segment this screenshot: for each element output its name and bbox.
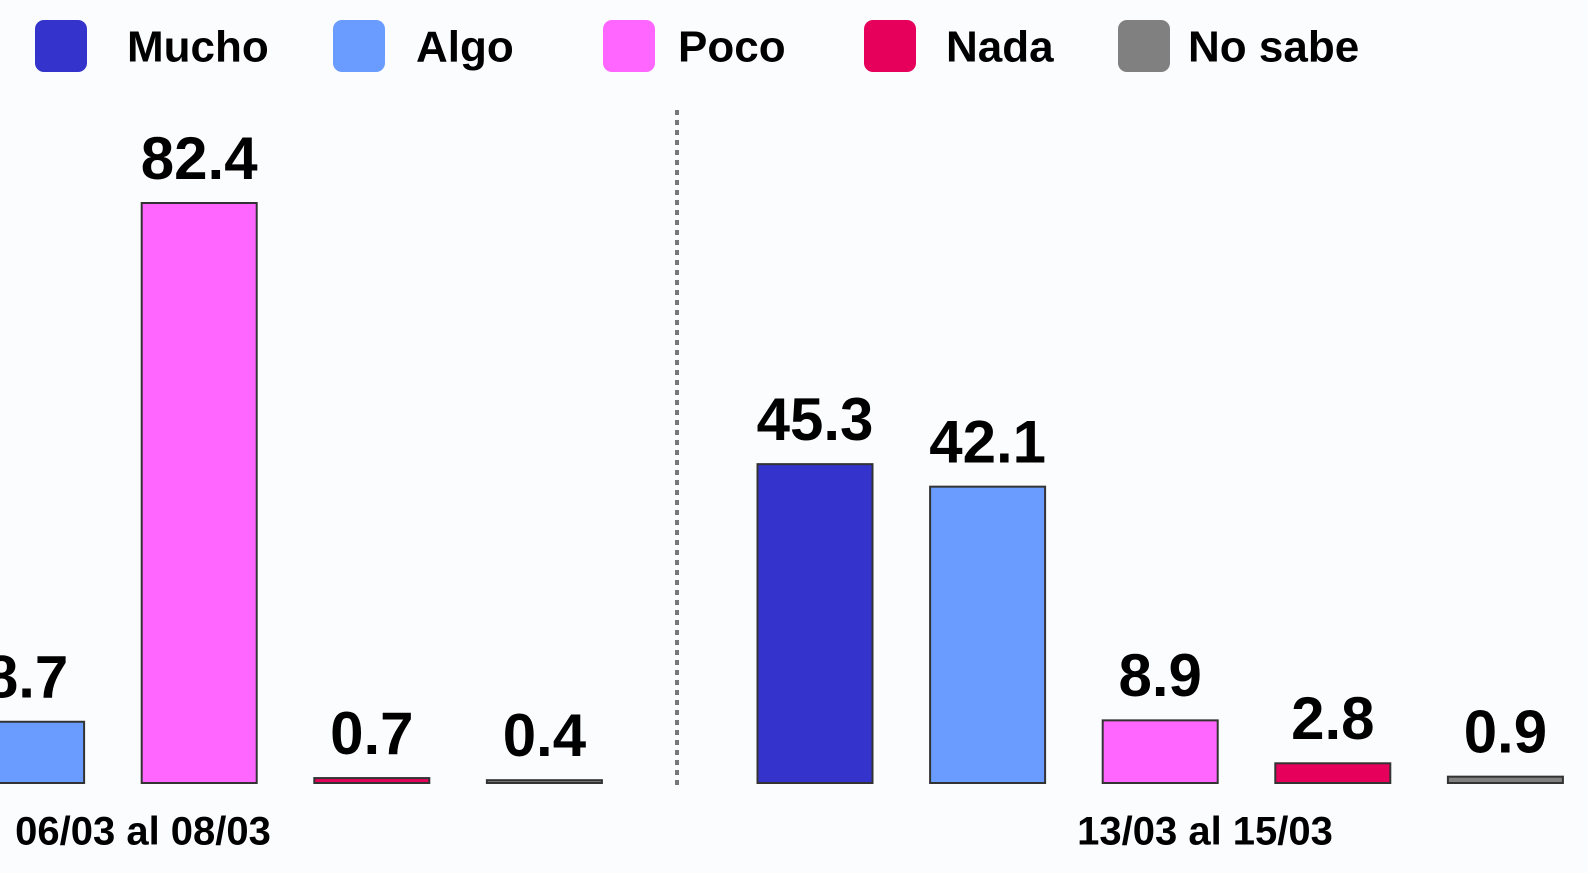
- value-label: 8.9: [1118, 642, 1201, 709]
- legend-label: Algo: [416, 23, 514, 72]
- bar: [756, 463, 874, 784]
- value-label: 0.7: [330, 700, 413, 767]
- bar: [313, 777, 431, 784]
- bar: [1446, 775, 1564, 784]
- bar: [0, 720, 86, 785]
- value-label: 2.8: [1291, 685, 1374, 752]
- legend-swatch: [1118, 20, 1170, 72]
- category-label: 13/03 al 15/03: [1077, 810, 1333, 854]
- value-label: 82.4: [141, 125, 258, 192]
- legend-swatch: [864, 20, 916, 72]
- legend-swatch: [333, 20, 385, 72]
- value-label: 42.1: [929, 409, 1046, 476]
- bar: [485, 779, 603, 784]
- value-label: 45.3: [757, 386, 874, 453]
- legend-swatch: [35, 20, 87, 72]
- value-label: 0.4: [503, 702, 587, 769]
- legend-label: Nada: [946, 23, 1054, 72]
- legend-label: Mucho: [127, 23, 269, 72]
- value-label: 0.9: [1464, 699, 1547, 766]
- bar: [140, 202, 258, 784]
- bar: [1101, 719, 1219, 784]
- legend-label: Poco: [678, 23, 786, 72]
- legend-swatch: [603, 20, 655, 72]
- legend-label: No sabe: [1188, 23, 1359, 72]
- bar: [929, 485, 1047, 784]
- value-label: 8.7: [0, 644, 68, 711]
- category-label: 06/03 al 08/03: [15, 810, 271, 854]
- bar: [1274, 762, 1392, 784]
